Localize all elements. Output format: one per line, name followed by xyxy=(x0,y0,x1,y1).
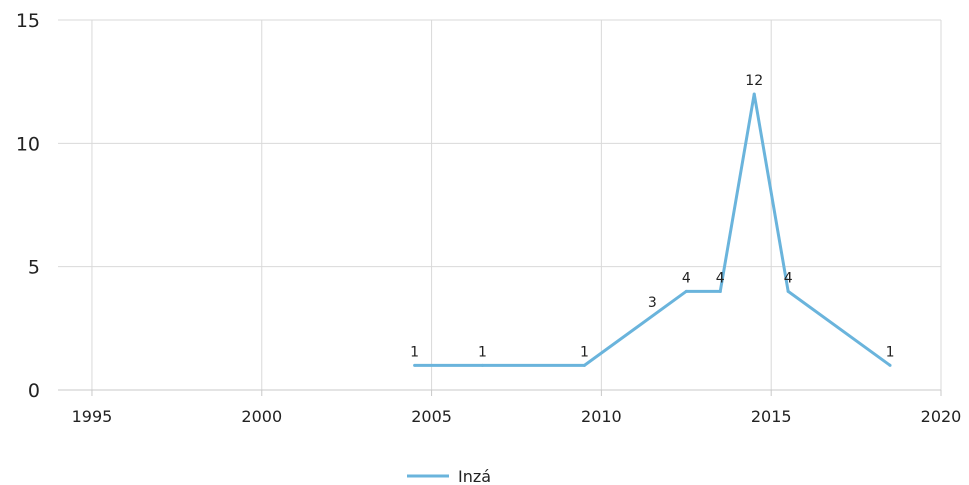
y-tick-label: 0 xyxy=(28,380,40,402)
data-label: 1 xyxy=(886,344,895,360)
x-tick-label: 2010 xyxy=(581,407,622,426)
data-point xyxy=(582,363,586,367)
data-point xyxy=(413,363,417,367)
data-label: 4 xyxy=(784,270,793,286)
data-point xyxy=(888,363,892,367)
data-point xyxy=(786,289,790,293)
axis-layer: 0 5 10 15 1995 2000 2005 2010 2015 2020 xyxy=(16,10,962,426)
data-point xyxy=(684,289,688,293)
series-layer xyxy=(413,92,892,367)
x-tick-label: 2005 xyxy=(411,407,452,426)
data-label-layer: 1 1 1 4 4 12 4 1 3 xyxy=(410,73,894,360)
data-label: 4 xyxy=(716,270,725,286)
y-tick-label: 15 xyxy=(16,10,40,32)
data-label: 1 xyxy=(478,344,487,360)
x-tick-label: 2015 xyxy=(751,407,792,426)
data-label: 1 xyxy=(580,344,589,360)
data-label: 4 xyxy=(682,270,691,286)
data-label: 1 xyxy=(410,344,419,360)
legend: Inzá xyxy=(407,467,491,485)
x-tick-label: 1995 xyxy=(72,407,113,426)
grid-layer xyxy=(58,19,942,390)
data-label: 3 xyxy=(648,295,657,311)
y-tick-label: 5 xyxy=(28,257,40,279)
series-line xyxy=(414,93,891,367)
x-tick-label: 2000 xyxy=(241,407,282,426)
y-tick-label: 10 xyxy=(16,133,40,155)
data-point xyxy=(752,92,756,96)
data-label: 12 xyxy=(745,73,763,89)
x-tick-label: 2020 xyxy=(921,407,962,426)
data-point xyxy=(481,363,485,367)
legend-label: Inzá xyxy=(458,467,491,485)
data-point xyxy=(718,289,722,293)
